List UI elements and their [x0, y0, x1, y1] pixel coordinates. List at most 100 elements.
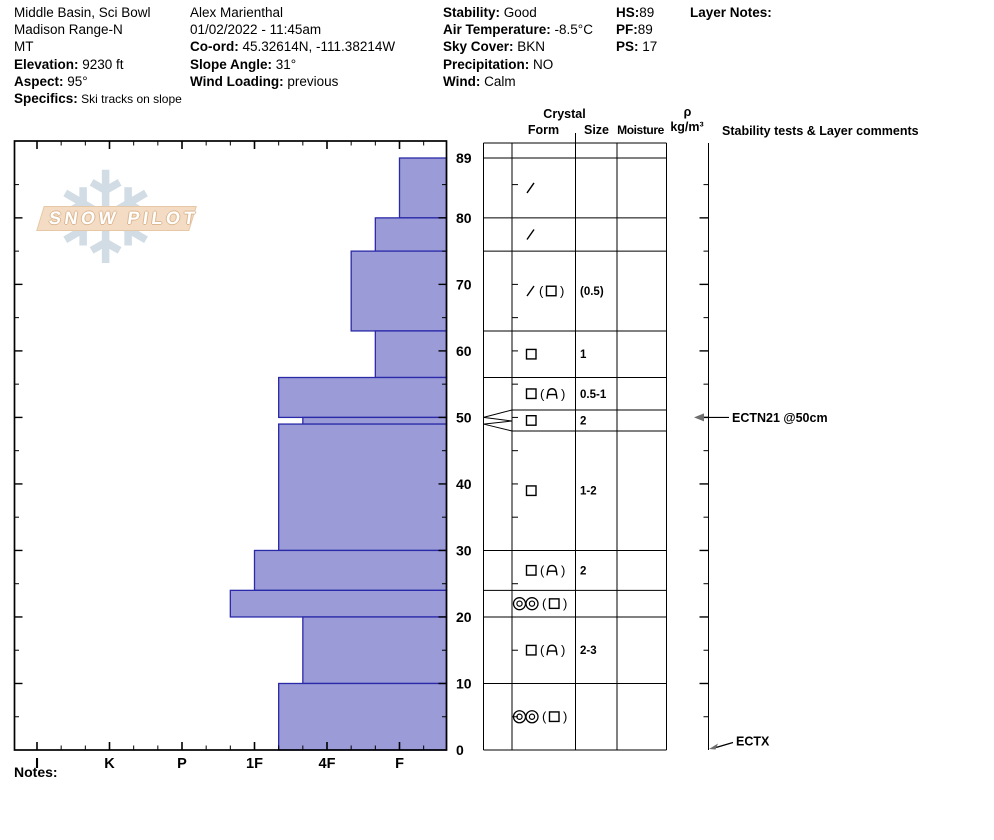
sky-cover-line: Sky Cover: BKN [443, 38, 593, 55]
specifics-label: Specifics: [14, 91, 78, 107]
specifics-value: Ski tracks on slope [77, 92, 182, 107]
svg-text:50: 50 [456, 409, 472, 425]
form-header: Form [527, 123, 560, 137]
elevation-label: Elevation: [14, 56, 79, 72]
svg-text:): ) [560, 284, 564, 299]
svg-text:4F: 4F [319, 756, 336, 772]
svg-text:10: 10 [456, 675, 472, 691]
size-header: Size [583, 123, 609, 137]
svg-text:0: 0 [456, 742, 464, 758]
svg-text:): ) [561, 563, 565, 578]
state: MT [14, 39, 34, 55]
elevation-value: 9230 ft [78, 56, 124, 72]
svg-text:(: ( [539, 284, 544, 299]
svg-text:P: P [177, 756, 187, 772]
crystal-form-symbols [525, 348, 537, 360]
svg-text:F: F [395, 756, 404, 772]
svg-text:(: ( [542, 596, 547, 611]
range-name: Madison Range-N [14, 22, 123, 38]
layer-bar [278, 682, 448, 751]
precip-value: NO [529, 56, 554, 72]
density-units-header: kg/m³ [670, 120, 704, 134]
precip-line: Precipitation: NO [443, 56, 593, 73]
stability-value: Good [500, 5, 537, 20]
pf-line: PF:89 [616, 21, 657, 38]
air-temp-value: -8.5°C [550, 22, 593, 38]
ps-line: PS: 17 [616, 38, 657, 55]
pf-value: 89 [637, 22, 653, 38]
svg-text:ECTX: ECTX [736, 735, 770, 749]
crystal-form-symbols: () [512, 596, 567, 611]
air-temp-label: Air Temperature: [443, 22, 551, 38]
svg-text:): ) [563, 596, 567, 611]
pf-label: PF: [616, 22, 638, 38]
density-symbol-header: ρ [683, 105, 692, 119]
aspect-line: Aspect: 95° [14, 73, 182, 90]
wind-label: Wind: [443, 73, 481, 89]
crystal-form-symbols: () [526, 284, 564, 299]
down-left-arrow-icon [709, 743, 718, 750]
site-name: Middle Basin, Sci Bowl [14, 5, 151, 20]
svg-text:1: 1 [580, 349, 587, 361]
svg-text:89: 89 [456, 150, 472, 166]
crystal-form-symbols [526, 229, 535, 240]
layer-bar [302, 416, 448, 425]
slope-angle-label: Slope Angle: [190, 56, 273, 72]
crystal-form-symbols [526, 182, 535, 194]
ps-label: PS: [616, 39, 639, 55]
layer-bar [302, 616, 448, 685]
aspect-value: 95° [63, 73, 88, 89]
snowpack-block: HS:89 PF:89 PS: 17 [616, 4, 657, 56]
ps-value: 17 [638, 39, 658, 55]
crystal-form-symbols: () [525, 643, 565, 658]
svg-text:1-2: 1-2 [580, 486, 597, 498]
wind-loading-value: previous [283, 73, 339, 89]
left-arrow-icon [694, 413, 704, 422]
slope-angle-value: 31° [272, 56, 297, 72]
precip-label: Precipitation: [443, 56, 530, 72]
svg-text:40: 40 [456, 476, 472, 492]
hs-label: HS: [616, 5, 640, 20]
svg-text:80: 80 [456, 210, 472, 226]
wind-value: Calm [480, 73, 516, 89]
layer-bar [229, 589, 448, 618]
stability-tests-header: Stability tests & Layer comments [722, 124, 919, 138]
observer-name: Alex Marienthal [190, 5, 284, 20]
svg-text:K: K [104, 756, 115, 772]
obs-datetime: 01/02/2022 - 11:45am [190, 22, 322, 38]
svg-text:): ) [563, 709, 567, 724]
wind-line: Wind: Calm [443, 73, 593, 90]
layer-bar [398, 157, 448, 219]
coord-line: Co-ord: 45.32614N, -111.38214W [190, 38, 395, 55]
svg-text:2: 2 [580, 416, 586, 428]
svg-text:ECTN21 @50cm: ECTN21 @50cm [732, 411, 828, 425]
sky-cover-value: BKN [513, 39, 546, 55]
stability-line: Stability: Good [443, 4, 593, 21]
svg-text:60: 60 [456, 343, 472, 359]
crystal-header: Crystal [543, 107, 586, 121]
air-temp-line: Air Temperature: -8.5°C [443, 21, 593, 38]
coord-value: 45.32614N, -111.38214W [238, 39, 396, 55]
svg-text:(: ( [540, 563, 545, 578]
hs-value: 89 [639, 5, 655, 20]
svg-text:(: ( [540, 643, 545, 658]
svg-text:20: 20 [456, 609, 472, 625]
crystal-form-symbols: () [525, 386, 565, 401]
layer-notes-label: Layer Notes: [690, 5, 772, 20]
svg-text:): ) [561, 643, 565, 658]
moisture-header: Moisture [617, 123, 664, 137]
svg-text:(: ( [542, 709, 547, 724]
svg-text:30: 30 [456, 542, 472, 558]
svg-text:2: 2 [580, 565, 586, 577]
svg-text:2-3: 2-3 [580, 645, 597, 657]
wind-loading-line: Wind Loading: previous [190, 73, 395, 90]
slope-angle-line: Slope Angle: 31° [190, 56, 395, 73]
svg-text:(0.5): (0.5) [580, 286, 604, 298]
observer-block: Alex Marienthal 01/02/2022 - 11:45am Co-… [190, 4, 395, 90]
layer-bar [278, 423, 448, 552]
stability-label: Stability: [443, 5, 501, 20]
layer-bar [374, 217, 448, 252]
elevation-line: Elevation: 9230 ft [14, 56, 182, 73]
svg-text:1F: 1F [246, 756, 263, 772]
svg-text:70: 70 [456, 276, 472, 292]
